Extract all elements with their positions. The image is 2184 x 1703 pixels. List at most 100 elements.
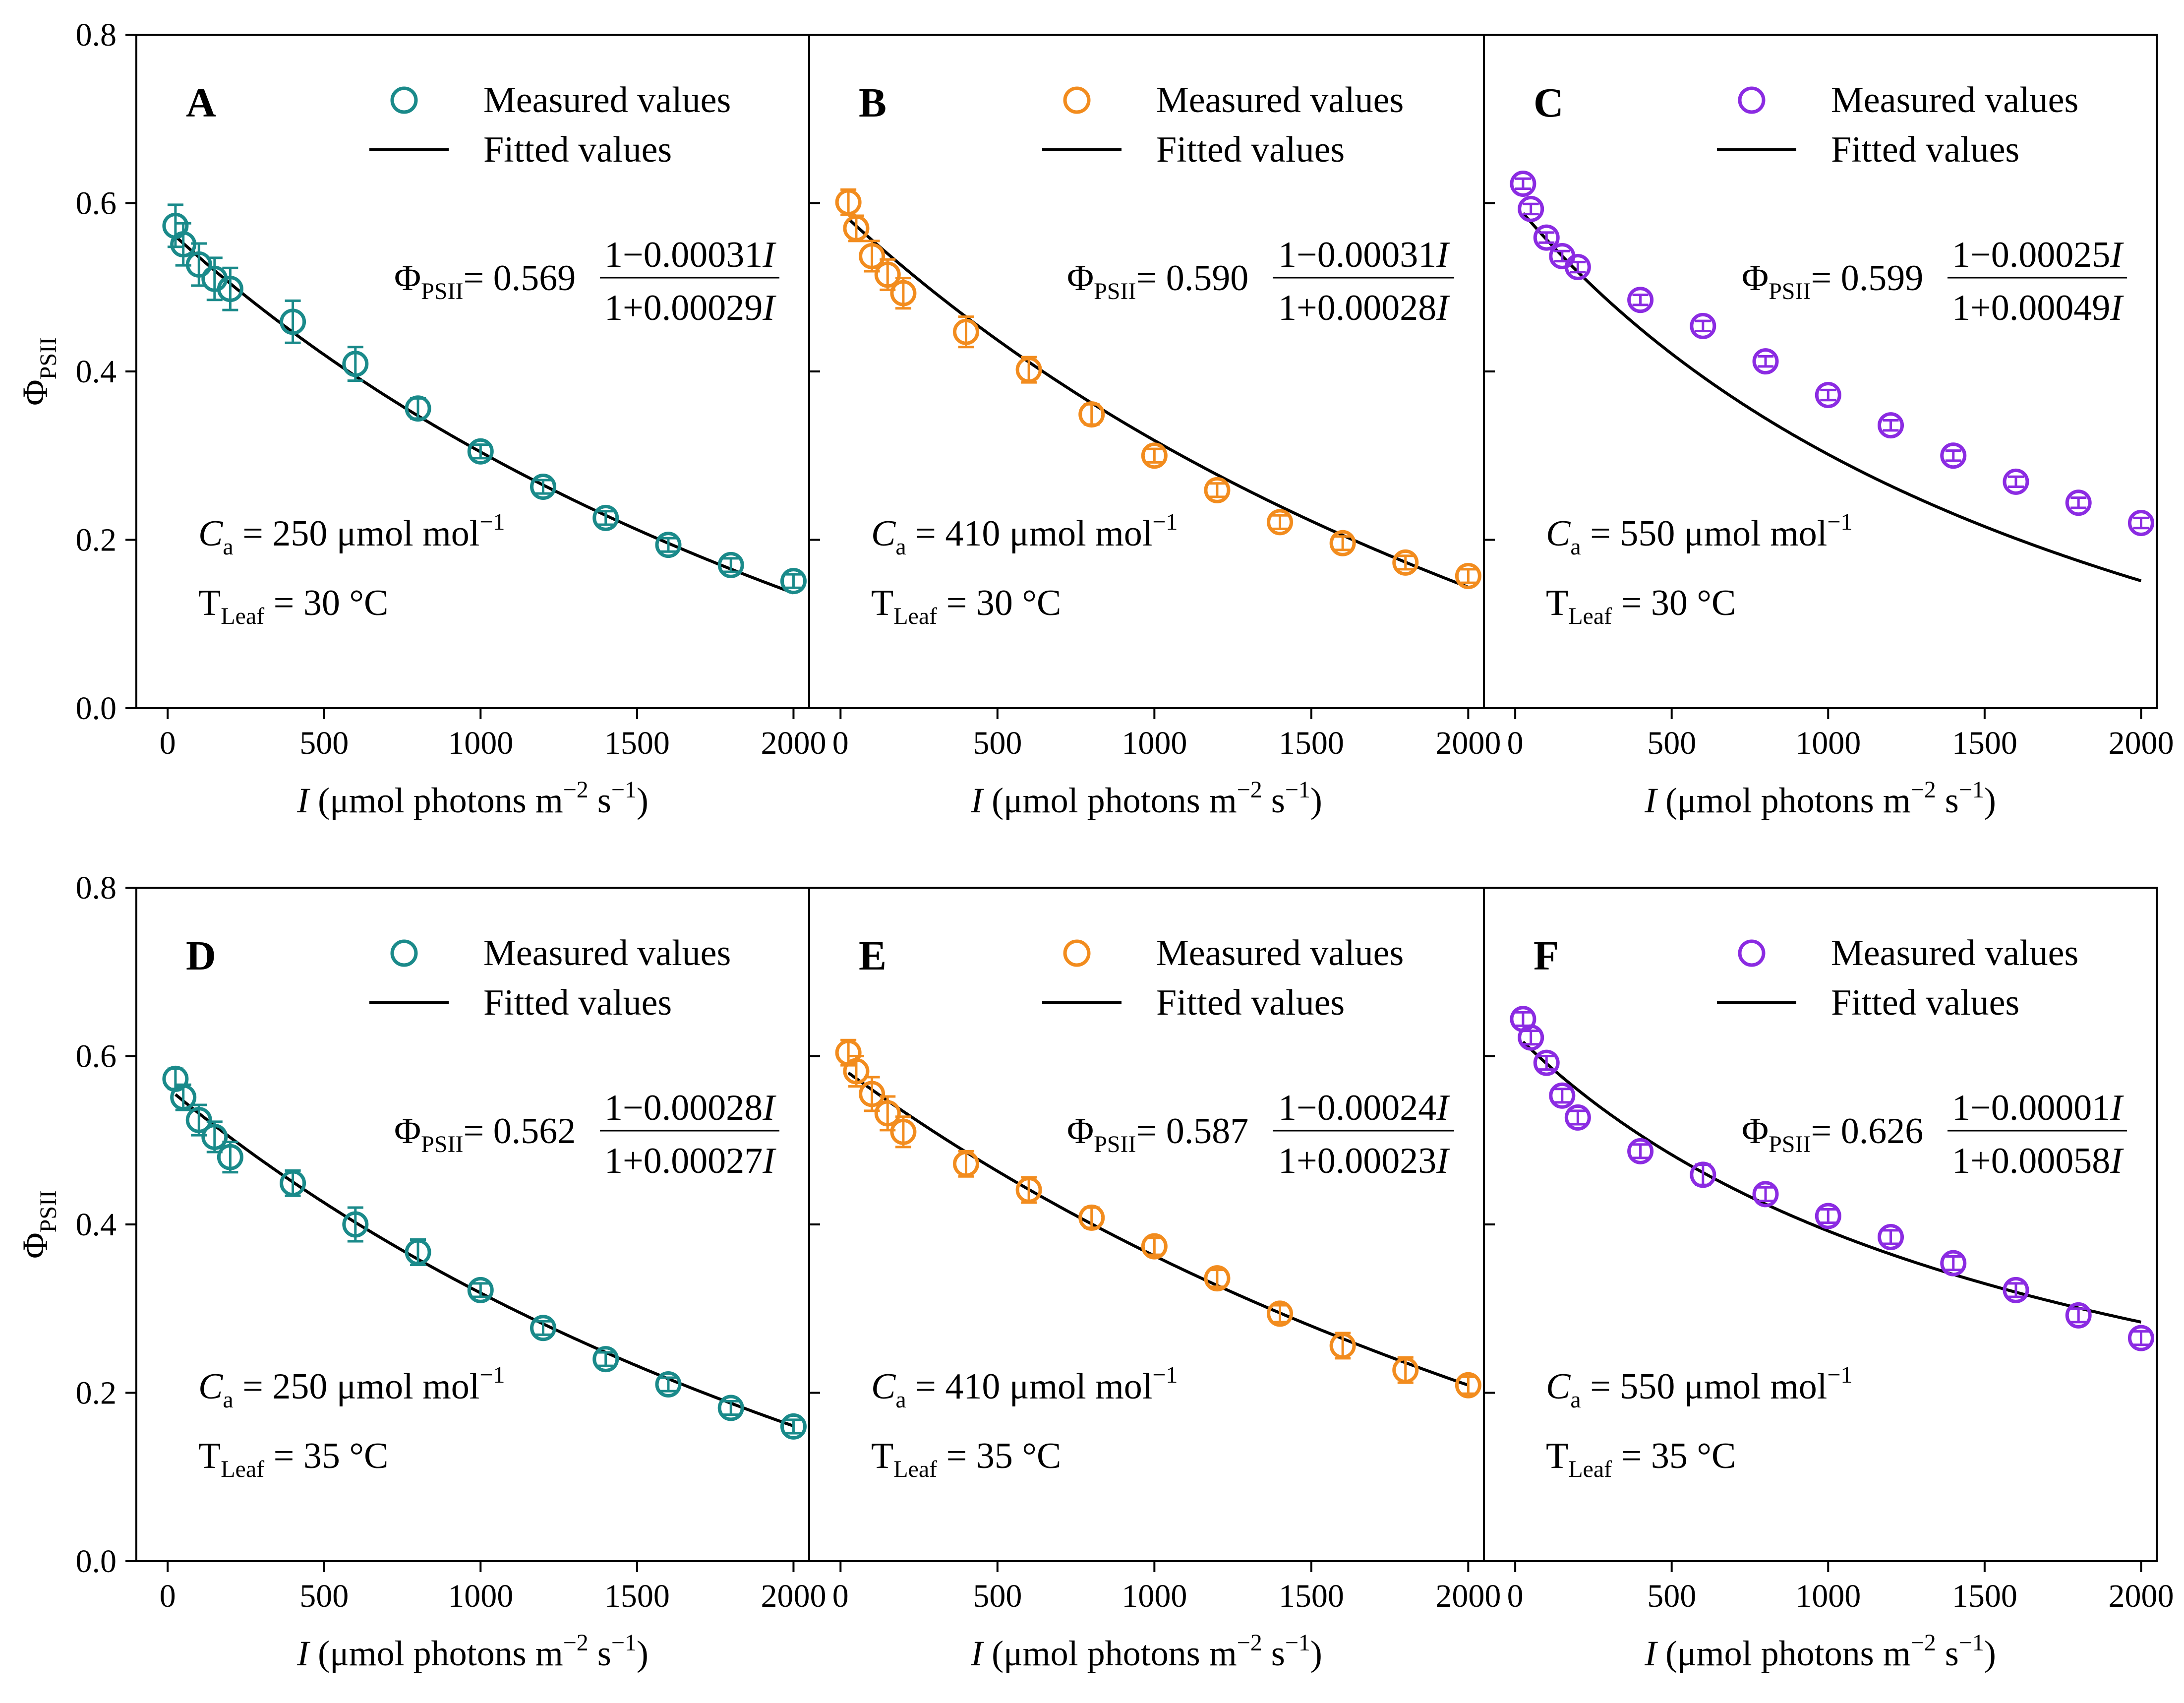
legend-measured-label: Measured values — [483, 80, 731, 121]
x-tick-label: 1500 — [1952, 1578, 2017, 1614]
marker — [2003, 468, 2029, 495]
legend-marker — [390, 86, 418, 114]
fit-equation-numerator: 1−0.00025I — [1952, 235, 2124, 275]
marker — [1267, 509, 1294, 536]
tleaf-label: TLeaf = 30 °C — [1546, 583, 1736, 629]
data-point — [1815, 382, 1841, 409]
ca-label: Ca = 250 μmol mol−1 — [198, 509, 505, 560]
data-point — [530, 474, 557, 500]
tleaf-label: TLeaf = 30 °C — [871, 583, 1061, 629]
marker — [1940, 1250, 1967, 1277]
x-tick-label: 1000 — [1122, 725, 1187, 761]
marker — [780, 568, 807, 595]
marker — [1267, 1300, 1294, 1327]
data-point — [717, 551, 744, 578]
y-tick-label: 0.8 — [76, 870, 117, 906]
marker — [2003, 1277, 2029, 1303]
marker — [1940, 442, 1967, 469]
marker — [1329, 1332, 1356, 1359]
data-point — [1455, 562, 1481, 589]
data-point — [1267, 1300, 1294, 1327]
data-point — [1627, 287, 1654, 313]
marker — [2065, 1302, 2092, 1329]
x-tick-label: 1000 — [1795, 725, 1861, 761]
marker — [201, 1123, 228, 1150]
marker — [1627, 1138, 1654, 1164]
ca-label: Ca = 550 μmol mol−1 — [1546, 509, 1852, 560]
x-tick-label: 1500 — [604, 1578, 670, 1614]
data-point — [185, 242, 212, 287]
y-tick-label: 0.4 — [76, 1207, 117, 1243]
fit-equation-numerator: 1−0.00031I — [604, 235, 776, 275]
marker — [1015, 1176, 1042, 1203]
marker — [2127, 510, 2154, 537]
marker — [1329, 530, 1356, 556]
marker — [530, 474, 557, 500]
marker — [530, 1315, 557, 1341]
data-point — [1015, 1176, 1042, 1204]
data-point — [1204, 1265, 1231, 1292]
legend-measured-label: Measured values — [1831, 80, 2078, 121]
legend-marker — [1063, 939, 1091, 967]
data-point — [280, 1169, 306, 1197]
data-point — [655, 1371, 682, 1398]
legend-marker — [390, 939, 418, 967]
marker — [1878, 412, 1904, 439]
marker — [467, 1277, 494, 1303]
x-tick-label: 2000 — [2108, 1578, 2174, 1614]
data-point — [1878, 1223, 1904, 1250]
data-point — [280, 299, 306, 344]
panel-b: 0 500 1000 1500 2000 I (μmol photons m−2 s−1)… — [808, 34, 1501, 820]
data-point — [890, 1115, 917, 1149]
y-tick-label: 0.6 — [76, 1038, 117, 1075]
tleaf-label: TLeaf = 35 °C — [198, 1436, 388, 1482]
panel-label: C — [1534, 80, 1564, 126]
marker — [874, 261, 901, 288]
marker — [1392, 549, 1419, 576]
fitted-curve — [174, 1093, 794, 1428]
x-tick-label: 500 — [1647, 1578, 1696, 1614]
legend-measured-label: Measured values — [1156, 933, 1404, 973]
marker — [1752, 1181, 1779, 1208]
panel-label: D — [186, 933, 216, 979]
y-tick-label: 0.8 — [76, 17, 117, 53]
marker — [170, 1084, 197, 1111]
data-point — [859, 240, 885, 273]
x-tick-label: 0 — [832, 1578, 849, 1614]
marker — [342, 351, 369, 377]
data-point — [162, 203, 189, 248]
x-tick-label: 500 — [1647, 725, 1696, 761]
panel-c: 0 500 1000 1500 2000 I (μmol photons m−2 s−1)… — [1483, 34, 2174, 820]
marker — [217, 276, 243, 303]
marker — [1392, 1357, 1419, 1384]
y-tick-label: 0.2 — [76, 522, 117, 558]
x-axis-label: I (μmol photons m−2 s−1) — [1644, 1630, 1996, 1673]
fit-equation-denominator: 1+0.00049I — [1952, 288, 2124, 328]
data-point — [1141, 1233, 1168, 1260]
fit-equation-denominator: 1+0.00027I — [604, 1141, 776, 1181]
data-point — [953, 315, 980, 349]
data-point — [1392, 1356, 1419, 1384]
data-point — [1549, 243, 1576, 269]
legend-fitted-label: Fitted values — [1831, 982, 2019, 1023]
data-point — [890, 277, 917, 310]
data-point — [1518, 1024, 1544, 1051]
marker — [280, 1170, 306, 1197]
x-tick-label: 500 — [299, 725, 349, 761]
marker — [1627, 287, 1654, 313]
ca-label: Ca = 410 μmol mol−1 — [871, 509, 1178, 560]
panel-d: 0 500 1000 1500 2000 0.0 0.2 0.4 0.6 0.8 ΦPSII I (μ… — [15, 870, 826, 1673]
marker — [859, 243, 885, 269]
data-point — [953, 1150, 980, 1178]
data-point — [717, 1395, 744, 1421]
data-point — [342, 1206, 369, 1243]
fit-equation-lhs: ΦPSII= 0.562 — [394, 1111, 576, 1157]
data-point — [217, 1141, 243, 1174]
marker — [2065, 489, 2092, 516]
marker — [1204, 1265, 1231, 1292]
x-tick-label: 1000 — [448, 725, 513, 761]
marker — [1510, 170, 1536, 197]
marker — [1518, 195, 1544, 222]
x-axis-label: I (μmol photons m−2 s−1) — [1644, 777, 1996, 820]
marker — [1533, 224, 1560, 251]
